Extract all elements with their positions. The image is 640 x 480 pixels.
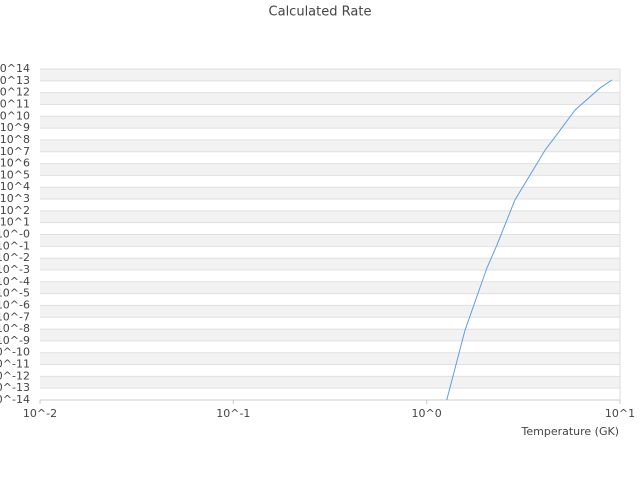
grid-band (40, 317, 620, 330)
y-tick-label: 10^8 (0, 133, 30, 146)
y-tick-label: 10^13 (0, 74, 30, 87)
grid-band (40, 151, 620, 164)
y-tick-label: 10^-2 (0, 251, 30, 264)
grid-band (40, 139, 620, 152)
y-tick-label: 10^-9 (0, 334, 30, 347)
grid-band (40, 234, 620, 247)
grid-band (40, 116, 620, 129)
y-tick-label: 10^12 (0, 86, 30, 99)
y-tick-label: 10^-4 (0, 275, 30, 288)
x-tick-label: 10^-2 (23, 407, 57, 420)
x-axis-label: Temperature (GK) (521, 425, 620, 438)
grid-band (40, 92, 620, 105)
y-tick-label: 10^-14 (0, 393, 30, 406)
grid-band (40, 352, 620, 365)
grid-band (40, 222, 620, 235)
grid-band (40, 80, 620, 93)
y-tick-label: 10^4 (0, 180, 30, 193)
chart-title: Calculated Rate (269, 5, 372, 20)
grid-band (40, 329, 620, 341)
y-tick-label: 10^3 (0, 192, 30, 205)
y-tick-label: 10^-6 (0, 298, 30, 311)
y-tick-label: 10^2 (0, 204, 30, 217)
grid-band (40, 246, 620, 259)
grid-band (40, 340, 620, 353)
grid-band (40, 175, 620, 188)
grid-band (40, 269, 620, 282)
y-tick-label: 10^-12 (0, 369, 30, 382)
y-tick-label: 10^1 (0, 216, 30, 229)
y-tick-label: 10^-7 (0, 310, 30, 323)
grid-band (40, 128, 620, 140)
y-tick-label: 10^-0 (0, 228, 30, 241)
x-tick-label: 10^0 (412, 407, 442, 420)
grid-band (40, 364, 620, 377)
x-tick-label: 10^1 (605, 407, 635, 420)
y-tick-label: 10^-11 (0, 358, 30, 371)
grid-band (40, 199, 620, 211)
grid-band (40, 293, 620, 306)
y-tick-label: 10^-13 (0, 381, 30, 394)
grid-band (40, 104, 620, 117)
grid-band (40, 281, 620, 294)
grid-band (40, 376, 620, 389)
grid-band (40, 210, 620, 223)
y-tick-label: 10^11 (0, 97, 30, 110)
y-tick-label: 10^7 (0, 145, 30, 158)
y-tick-label: 10^14 (0, 62, 30, 75)
data-line (446, 79, 613, 401)
y-tick-label: 10^-5 (0, 287, 30, 300)
grid-band (40, 69, 620, 81)
x-tick-label: 10^-1 (216, 407, 250, 420)
y-tick-label: 10^10 (0, 109, 30, 122)
grid-band (40, 187, 620, 200)
y-tick-label: 10^-1 (0, 239, 30, 252)
grid-band (40, 388, 620, 400)
grid-band (40, 305, 620, 318)
y-tick-label: 10^-10 (0, 346, 30, 359)
y-tick-label: 10^6 (0, 157, 30, 170)
y-tick-label: 10^9 (0, 121, 30, 134)
y-tick-label: 10^-8 (0, 322, 30, 335)
y-tick-label: 10^-3 (0, 263, 30, 276)
grid-band (40, 163, 620, 176)
y-tick-label: 10^5 (0, 168, 30, 181)
grid-band (40, 258, 620, 270)
